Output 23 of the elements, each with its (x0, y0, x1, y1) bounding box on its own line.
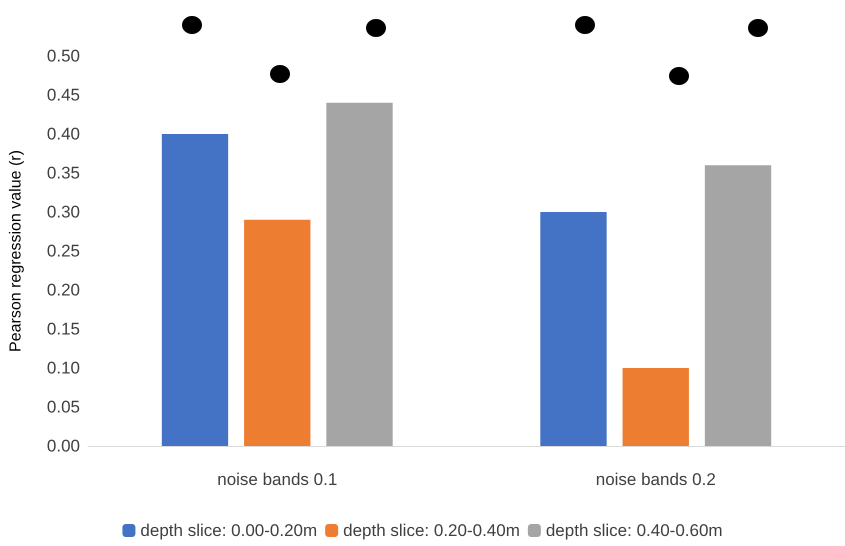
bar (704, 165, 772, 446)
bar (162, 134, 228, 446)
x-tick-label: noise bands 0.2 (596, 470, 716, 489)
y-axis-title: Pearson regression value (r) (8, 150, 24, 352)
y-tick-label: 0.35 (46, 164, 80, 182)
y-tick-label: 0.05 (46, 398, 80, 416)
legend-label: depth slice: 0.40-0.60m (546, 521, 723, 540)
bar (326, 102, 393, 446)
y-tick-label: 0.30 (46, 202, 80, 222)
bar (244, 220, 310, 446)
y-tick-label: 0.45 (46, 86, 80, 104)
bar (540, 212, 607, 446)
legend-label: depth slice: 0.20-0.40m (343, 521, 520, 540)
x-tick-label: noise bands 0.1 (217, 470, 338, 489)
bar (622, 368, 689, 446)
y-tick-label: 0.00 (46, 436, 80, 456)
legend-label: depth slice: 0.00-0.20m (140, 521, 318, 540)
y-tick-label: 0.20 (46, 280, 80, 300)
y-tick-label: 0.25 (46, 242, 80, 260)
y-tick-label: 0.50 (46, 46, 80, 66)
y-tick-label: 0.10 (46, 358, 80, 378)
y-tick-label: 0.40 (46, 124, 80, 144)
y-tick-label: 0.15 (46, 320, 80, 338)
